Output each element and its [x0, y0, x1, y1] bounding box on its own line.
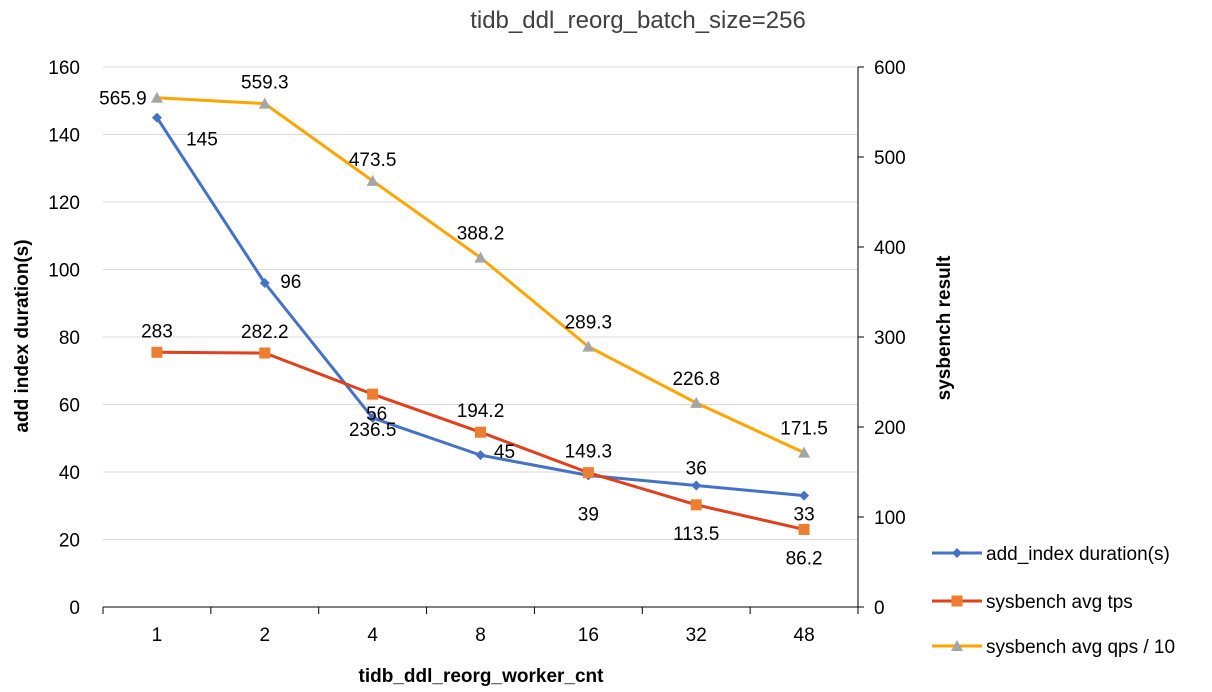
data-point — [150, 91, 163, 103]
data-label: 56 — [366, 404, 387, 425]
data-label: 283 — [141, 321, 173, 342]
legend-label: sysbench avg qps / 10 — [986, 637, 1175, 658]
data-label: 113.5 — [673, 524, 719, 545]
data-point — [582, 340, 595, 352]
y2-axis-ticks: 0 100 200 300 400 500 600 — [858, 58, 906, 619]
data-point — [151, 112, 162, 123]
y2-tick-label: 200 — [874, 418, 906, 439]
y-tick-label: 40 — [59, 463, 80, 484]
x-tick-label: 8 — [475, 625, 486, 646]
x-axis-ticks: 1 2 4 8 16 32 48 — [102, 607, 859, 646]
data-point — [690, 396, 703, 408]
legend-label: add_index duration(s) — [986, 544, 1170, 565]
data-point — [582, 467, 594, 479]
legend-marker — [951, 595, 963, 607]
data-label: 86.2 — [786, 548, 823, 569]
data-label: 236.5 — [349, 420, 397, 441]
gridlines — [103, 66, 858, 540]
data-point — [798, 446, 811, 458]
y-tick-label: 60 — [59, 396, 80, 417]
y-tick-label: 140 — [48, 126, 80, 147]
data-point — [366, 174, 379, 186]
y-tick-label: 0 — [69, 598, 80, 619]
data-point — [475, 450, 486, 461]
y2-tick-label: 0 — [874, 598, 885, 619]
chart-title: tidb_ddl_reorg_batch_size=256 — [470, 7, 806, 34]
legend: add_index duration(s) sysbench avg tps sys… — [932, 544, 1175, 658]
x-tick-label: 4 — [367, 625, 378, 646]
data-point — [259, 347, 271, 359]
data-label: 388.2 — [457, 224, 505, 245]
series-line-0 — [155, 116, 805, 498]
data-point — [798, 523, 810, 535]
data-label: 36 — [686, 459, 707, 480]
x-tick-label: 2 — [259, 625, 270, 646]
data-point — [690, 499, 702, 511]
data-point — [258, 97, 271, 109]
data-label: 39 — [578, 504, 599, 525]
x-tick-label: 16 — [578, 625, 599, 646]
data-label: 171.5 — [780, 419, 828, 440]
y2-tick-label: 300 — [874, 328, 906, 349]
y2-tick-label: 100 — [874, 508, 906, 529]
y-axis-title: add index duration(s) — [12, 239, 33, 432]
x-axis-title: tidb_ddl_reorg_worker_cnt — [359, 666, 605, 687]
series-markers — [150, 91, 811, 535]
data-point — [151, 346, 163, 358]
data-point — [259, 278, 270, 288]
y-tick-label: 120 — [48, 193, 80, 214]
data-point — [799, 490, 810, 501]
data-label: 145 — [186, 130, 218, 151]
data-point — [367, 388, 379, 400]
series-line-2 — [156, 96, 805, 455]
data-point — [475, 426, 486, 438]
legend-label: sysbench avg tps — [986, 592, 1133, 613]
data-label: 559.3 — [241, 73, 289, 94]
legend-marker — [952, 548, 962, 558]
y-tick-label: 80 — [59, 328, 80, 349]
data-label: 96 — [280, 272, 301, 293]
y-tick-label: 160 — [48, 58, 80, 79]
y2-axis-title: sysbench result — [934, 255, 955, 400]
y2-tick-label: 500 — [874, 148, 906, 169]
data-label: 473.5 — [349, 150, 397, 171]
data-label: 282.2 — [241, 322, 289, 343]
series-lines — [155, 96, 805, 531]
x-tick-label: 32 — [686, 625, 707, 646]
data-point — [474, 251, 487, 263]
data-point — [367, 413, 378, 423]
y-tick-label: 100 — [48, 261, 80, 282]
x-tick-label: 48 — [794, 625, 815, 646]
data-label: 45 — [494, 442, 515, 463]
data-label: 565.9 — [99, 89, 147, 110]
data-labels: 145 96 56 45 39 36 33 283 282.2 236.5 194.2 149.3 11… — [99, 73, 828, 570]
data-point — [691, 480, 702, 491]
data-label: 33 — [794, 505, 815, 526]
data-label: 289.3 — [565, 313, 613, 334]
x-tick-label: 1 — [152, 625, 163, 646]
data-label: 226.8 — [672, 369, 720, 390]
legend-marker — [951, 640, 963, 651]
y-axis-ticks: 0 20 40 60 80 100 120 140 160 — [48, 58, 80, 619]
data-label: 194.2 — [457, 401, 505, 422]
y2-tick-label: 400 — [874, 238, 906, 259]
data-label: 149.3 — [565, 442, 613, 463]
y2-tick-label: 600 — [874, 58, 906, 79]
y-tick-label: 20 — [59, 531, 80, 552]
